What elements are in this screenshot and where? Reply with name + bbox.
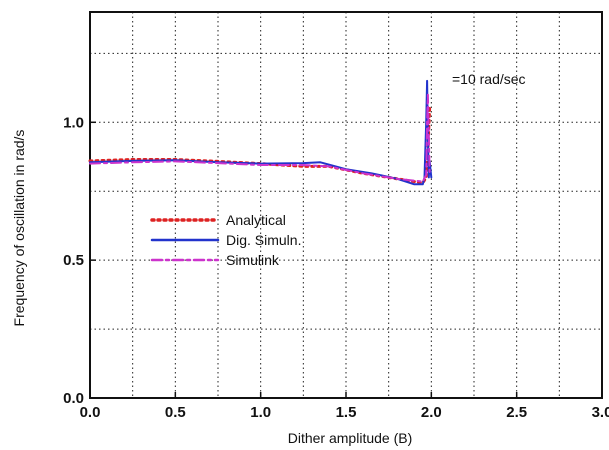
x-tick-label: 0.5	[165, 404, 186, 421]
x-tick-label: 1.5	[336, 404, 357, 421]
series-line-simulink	[89, 93, 431, 183]
legend-label-analytical: Analytical	[226, 212, 286, 228]
series-lines	[88, 79, 433, 186]
grid	[90, 12, 602, 398]
x-tick-label: 1.0	[250, 404, 271, 421]
y-tick-label: 0.0	[63, 390, 84, 407]
plot-frame	[89, 11, 603, 399]
series-line-analytical	[88, 107, 432, 185]
y-tick-label: 0.5	[63, 252, 84, 269]
series-line-dig-simuln	[89, 79, 433, 186]
x-tick-label: 0.0	[80, 404, 101, 421]
annotation-frequency: =10 rad/sec	[452, 71, 526, 87]
axis-ticks: 0.0 0.5 1.0 1.5 2.0 2.5 3.0 0.0 0.5 1.0	[63, 114, 609, 421]
x-tick-label: 2.5	[506, 404, 527, 421]
x-tick-label: 3.0	[592, 404, 609, 421]
x-axis-title: Dither amplitude (B)	[288, 430, 413, 446]
y-tick-label: 1.0	[63, 114, 84, 131]
x-tick-label: 2.0	[421, 404, 442, 421]
legend-label-simulink: Simulink	[226, 252, 280, 268]
legend: Analytical Dig. Simuln. Simulink	[150, 212, 301, 268]
y-axis-title: Frequency of oscillation in rad/s	[11, 130, 27, 327]
legend-label-dig-simuln: Dig. Simuln.	[226, 232, 301, 248]
